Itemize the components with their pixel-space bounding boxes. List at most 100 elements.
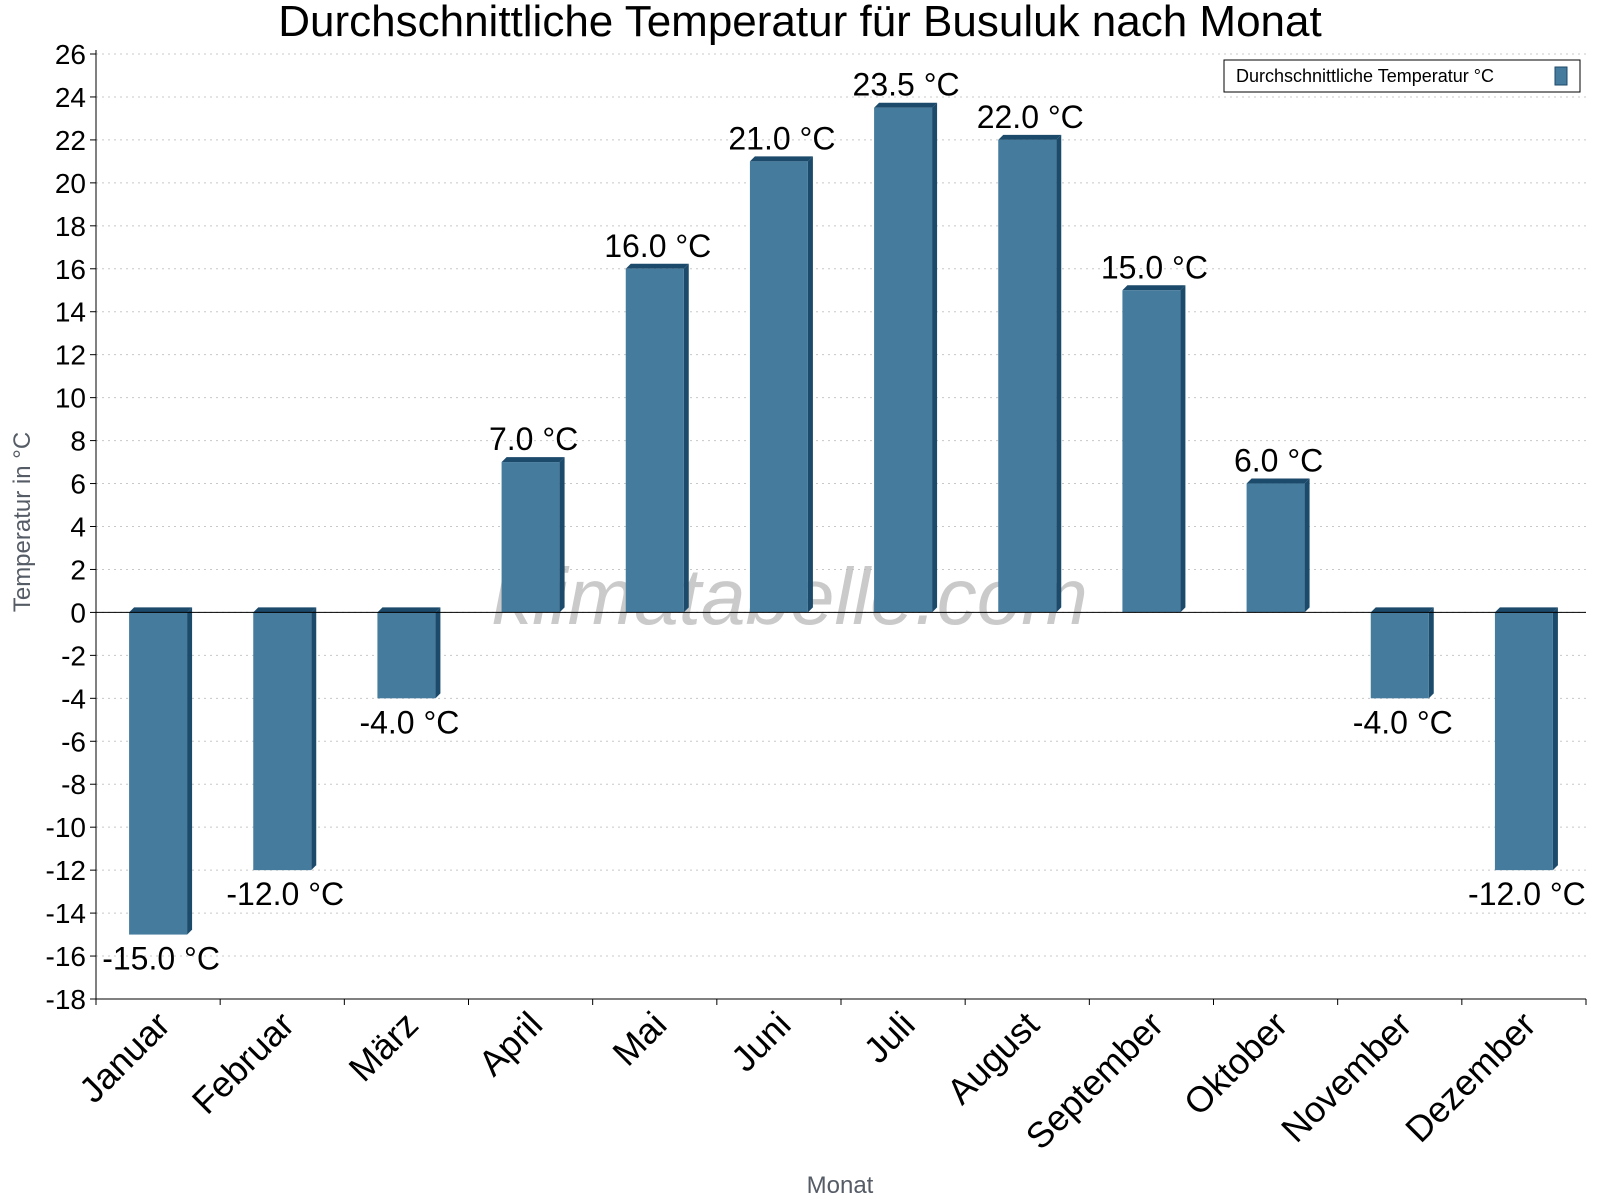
bar-top (1246, 478, 1310, 484)
bar-side (1428, 607, 1434, 699)
x-tick-label: Oktober (1176, 1004, 1296, 1124)
x-axis-ticks: Januar Februar März April Mai Juni Juli AugustS… (71, 999, 1587, 1157)
bar-top (1122, 285, 1186, 291)
y-tick-label: 6 (70, 469, 86, 500)
bar-side (1552, 607, 1558, 871)
y-tick-label: -14 (46, 898, 86, 929)
bar-top (253, 607, 317, 613)
x-axis-label: Monat (807, 1172, 874, 1199)
bar-front (1370, 612, 1429, 699)
bar-top (625, 263, 689, 269)
bar-side (1304, 478, 1310, 613)
bar-top (874, 102, 938, 108)
bar-side (435, 607, 441, 699)
bar-side (559, 457, 565, 613)
bar-top (501, 457, 565, 463)
y-tick-label: 12 (55, 340, 86, 371)
bar-top (1494, 607, 1558, 613)
bar-front (501, 462, 560, 613)
bar-side (311, 607, 317, 871)
data-label: 22.0 °C (977, 99, 1084, 135)
legend-box (1223, 59, 1581, 93)
x-tick-label: Juli (856, 1004, 923, 1071)
x-tick-label: April (470, 1004, 550, 1084)
bar-front (129, 612, 188, 935)
y-tick-label: 10 (55, 383, 86, 414)
y-tick-label: 2 (70, 554, 86, 585)
bar-front (1494, 612, 1553, 871)
y-tick-label: -8 (61, 769, 86, 800)
bar-front (253, 612, 312, 871)
bar-front (1246, 483, 1305, 613)
chart-title: Durchschnittliche Temperatur für Busuluk… (278, 0, 1321, 46)
data-label: -4.0 °C (359, 704, 459, 740)
x-tick-label: März (341, 1004, 427, 1090)
y-tick-label: 22 (55, 125, 86, 156)
axes (95, 50, 1586, 1000)
bar-side (187, 607, 193, 935)
bar (253, 607, 317, 871)
bar (129, 607, 193, 935)
data-label: 7.0 °C (489, 421, 578, 457)
y-axis-ticks: -18-16-14-12-10-8-6-4-202468101214161820… (46, 39, 96, 1015)
y-axis-label: Temperatur in °C (9, 432, 36, 612)
bar (1370, 607, 1434, 699)
bar (377, 607, 441, 699)
bar-side (932, 102, 938, 613)
bar (1494, 607, 1558, 871)
data-label: 15.0 °C (1101, 249, 1208, 285)
bar-group (129, 102, 1558, 935)
y-tick-label: -10 (46, 812, 86, 843)
x-tick-label: Dezember (1397, 1004, 1543, 1150)
bar-side (1056, 134, 1062, 613)
bar-front (749, 161, 808, 613)
data-label: -4.0 °C (1353, 704, 1453, 740)
y-tick-label: -12 (46, 855, 86, 886)
legend: Durchschnittliche Temperatur °C (1223, 59, 1581, 93)
x-tick-label: Mai (604, 1004, 674, 1074)
data-label: -12.0 °C (226, 876, 344, 912)
bar (749, 156, 813, 613)
bar-front (625, 268, 684, 613)
data-label: 6.0 °C (1234, 443, 1323, 479)
bar-front (1122, 290, 1181, 613)
bar-top (129, 607, 193, 613)
bar-front (998, 139, 1057, 613)
legend-label: Durchschnittliche Temperatur °C (1236, 66, 1494, 86)
bar (625, 263, 689, 613)
y-tick-label: 16 (55, 254, 86, 285)
y-tick-label: 24 (55, 82, 86, 113)
y-tick-label: 18 (55, 211, 86, 242)
y-tick-label: 0 (70, 597, 86, 628)
bar-side (683, 263, 689, 613)
x-tick-label: November (1273, 1004, 1419, 1150)
y-tick-label: 14 (55, 297, 86, 328)
bar-top (749, 156, 813, 162)
data-label: 23.5 °C (853, 67, 960, 103)
y-tick-label: -2 (61, 640, 86, 671)
y-tick-label: -6 (61, 726, 86, 757)
data-label: -12.0 °C (1468, 876, 1586, 912)
bar-side (1180, 285, 1186, 613)
y-tick-label: 8 (70, 426, 86, 457)
bar-top (1370, 607, 1434, 613)
y-tick-label: 20 (55, 168, 86, 199)
data-label: 21.0 °C (728, 120, 835, 156)
bar-front (874, 107, 933, 613)
bar-front (377, 612, 436, 699)
bar (998, 134, 1062, 613)
x-tick-label: Juni (723, 1004, 799, 1080)
y-tick-label: -18 (46, 984, 86, 1015)
bar-top (998, 134, 1062, 140)
x-tick-label: August (939, 1004, 1047, 1112)
bar (501, 457, 565, 613)
data-label: -15.0 °C (102, 941, 220, 977)
y-tick-label: 4 (70, 512, 86, 543)
grid-lines (96, 53, 1586, 1000)
x-tick-label: Januar (71, 1004, 178, 1111)
legend-swatch (1554, 66, 1568, 86)
bar-side (807, 156, 813, 613)
data-label: 16.0 °C (604, 228, 711, 264)
x-tick-label: Februar (184, 1004, 302, 1122)
